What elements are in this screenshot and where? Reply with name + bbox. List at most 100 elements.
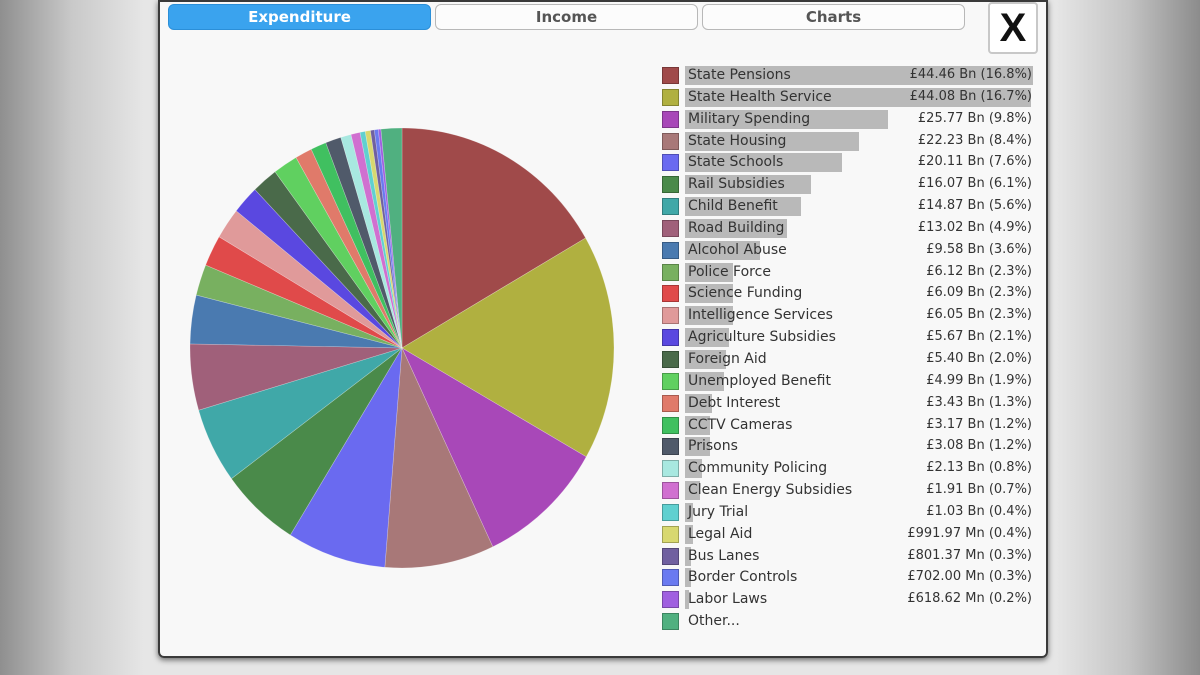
legend-row[interactable]: Police Force £6.12 Bn (2.3%) — [662, 262, 1036, 284]
legend-label: State Schools — [688, 154, 784, 171]
legend-row[interactable]: Science Funding £6.09 Bn (2.3%) — [662, 283, 1036, 305]
legend-value: £25.77 Bn (9.8%) — [917, 110, 1032, 126]
legend-value: £991.97 Mn (0.4%) — [907, 525, 1032, 541]
legend-row[interactable]: Alcohol Abuse £9.58 Bn (3.6%) — [662, 240, 1036, 262]
legend-bar — [685, 131, 859, 151]
legend-row[interactable]: Child Benefit £14.87 Bn (5.6%) — [662, 196, 1036, 218]
legend-bar — [685, 524, 694, 544]
pie-slice-11 — [218, 210, 403, 349]
legend-value: £22.23 Bn (8.4%) — [917, 132, 1032, 148]
legend-row[interactable]: State Health Service £44.08 Bn (16.7%) — [662, 87, 1036, 109]
pie-slice-8 — [189, 294, 403, 349]
legend-label: Police Force — [688, 263, 771, 280]
legend-row[interactable]: Jury Trial £1.03 Bn (0.4%) — [662, 502, 1036, 524]
legend-label: State Health Service — [688, 88, 832, 105]
legend-label: Military Spending — [688, 110, 811, 127]
pie-slice-3 — [384, 346, 494, 569]
legend-row[interactable]: Foreign Aid £5.40 Bn (2.0%) — [662, 349, 1036, 371]
tab-expenditure[interactable]: Expenditure — [168, 4, 431, 30]
legend-label: Road Building — [688, 219, 785, 236]
legend-row[interactable]: Intelligence Services £6.05 Bn (2.3%) — [662, 305, 1036, 327]
legend-label: Rail Subsidies — [688, 176, 785, 193]
legend-bar — [685, 459, 702, 479]
legend-row[interactable]: State Housing £22.23 Bn (8.4%) — [662, 131, 1036, 153]
legend-row[interactable]: Border Controls £702.00 Mn (0.3%) — [662, 567, 1036, 589]
legend-row[interactable]: Other... — [662, 611, 1036, 633]
legend-value: £9.58 Bn (3.6%) — [926, 241, 1032, 257]
legend-value: £20.11 Bn (7.6%) — [917, 154, 1032, 170]
legend-row[interactable]: Rail Subsidies £16.07 Bn (6.1%) — [662, 174, 1036, 196]
legend-label: State Housing — [688, 132, 787, 149]
close-button[interactable]: X — [988, 2, 1038, 54]
legend-row[interactable]: Legal Aid £991.97 Mn (0.4%) — [662, 524, 1036, 546]
legend-bar — [685, 218, 787, 238]
legend-swatch — [662, 591, 679, 609]
legend-bar — [685, 284, 733, 304]
legend-row[interactable]: Debt Interest £3.43 Bn (1.3%) — [662, 393, 1036, 415]
legend-bar — [685, 87, 1031, 107]
legend-row[interactable]: Agriculture Subsidies £5.67 Bn (2.1%) — [662, 327, 1036, 349]
pie-slice-1 — [401, 237, 615, 458]
tab-charts[interactable]: Charts — [702, 4, 965, 30]
legend-value: £702.00 Mn (0.3%) — [907, 569, 1032, 585]
legend-bar — [685, 109, 888, 129]
legend-value: £6.12 Bn (2.3%) — [926, 263, 1032, 279]
legend-row[interactable]: State Pensions £44.46 Bn (16.8%) — [662, 65, 1036, 87]
legend-row[interactable]: Road Building £13.02 Bn (4.9%) — [662, 218, 1036, 240]
legend-row[interactable]: Labor Laws £618.62 Mn (0.2%) — [662, 589, 1036, 611]
legend-bar — [685, 240, 760, 260]
pie-slice-18 — [340, 134, 403, 349]
pie-slice-2 — [401, 347, 587, 548]
legend-label: CCTV Cameras — [688, 416, 793, 433]
pie-slice-0 — [401, 127, 587, 349]
legend-swatch — [662, 525, 679, 543]
legend-swatch — [662, 176, 679, 194]
legend-swatch — [662, 263, 679, 281]
legend-label: Unemployed Benefit — [688, 372, 831, 389]
legend-bar — [685, 349, 727, 369]
legend-bar — [685, 437, 710, 457]
legend-value: £6.09 Bn (2.3%) — [926, 285, 1032, 301]
legend-swatch — [662, 67, 679, 84]
pie-slice-21 — [364, 130, 403, 349]
legend-bar — [685, 153, 843, 173]
legend-label: Child Benefit — [688, 198, 778, 215]
legend-swatch — [662, 613, 679, 631]
pie-slice-22 — [370, 129, 403, 349]
legend-bar — [685, 590, 690, 610]
legend-label: Debt Interest — [688, 394, 781, 411]
legend-value: £4.99 Bn (1.9%) — [926, 372, 1032, 388]
expenditure-legend: State Pensions £44.46 Bn (16.8%) State Hea… — [662, 65, 1036, 633]
budget-window: Expenditure Income Charts X State Pensio… — [158, 0, 1048, 658]
legend-bar — [685, 175, 812, 195]
pie-slice-17 — [325, 136, 403, 349]
legend-bar — [685, 197, 801, 217]
pie-slice-12 — [235, 189, 403, 349]
legend-row[interactable]: Clean Energy Subsidies £1.91 Bn (0.7%) — [662, 480, 1036, 502]
legend-row[interactable]: Military Spending £25.77 Bn (9.8%) — [662, 109, 1036, 131]
legend-row[interactable]: CCTV Cameras £3.17 Bn (1.2%) — [662, 415, 1036, 437]
pie-slice-23 — [373, 129, 403, 349]
legend-row[interactable]: Prisons £3.08 Bn (1.2%) — [662, 436, 1036, 458]
legend-row[interactable]: Bus Lanes £801.37 Mn (0.3%) — [662, 546, 1036, 568]
tab-income[interactable]: Income — [435, 4, 698, 30]
legend-label: Science Funding — [688, 285, 803, 302]
legend-swatch — [662, 307, 679, 325]
legend-value: £44.08 Bn (16.7%) — [909, 88, 1032, 104]
pie-slice-7 — [189, 343, 403, 411]
pie-slice-19 — [350, 132, 403, 349]
legend-row[interactable]: State Schools £20.11 Bn (7.6%) — [662, 152, 1036, 174]
legend-row[interactable]: Unemployed Benefit £4.99 Bn (1.9%) — [662, 371, 1036, 393]
legend-label: Alcohol Abuse — [688, 241, 787, 258]
legend-row[interactable]: Community Policing £2.13 Bn (0.8%) — [662, 458, 1036, 480]
legend-swatch — [662, 132, 679, 150]
legend-label: Labor Laws — [688, 591, 768, 608]
legend-value: £44.46 Bn (16.8%) — [909, 67, 1032, 82]
legend-label: Foreign Aid — [688, 350, 767, 367]
legend-value: £5.40 Bn (2.0%) — [926, 350, 1032, 366]
pie-slice-4 — [289, 347, 403, 568]
legend-label: Prisons — [688, 438, 738, 455]
legend-label: Bus Lanes — [688, 547, 760, 564]
legend-swatch — [662, 569, 679, 587]
legend-label: Border Controls — [688, 569, 798, 586]
